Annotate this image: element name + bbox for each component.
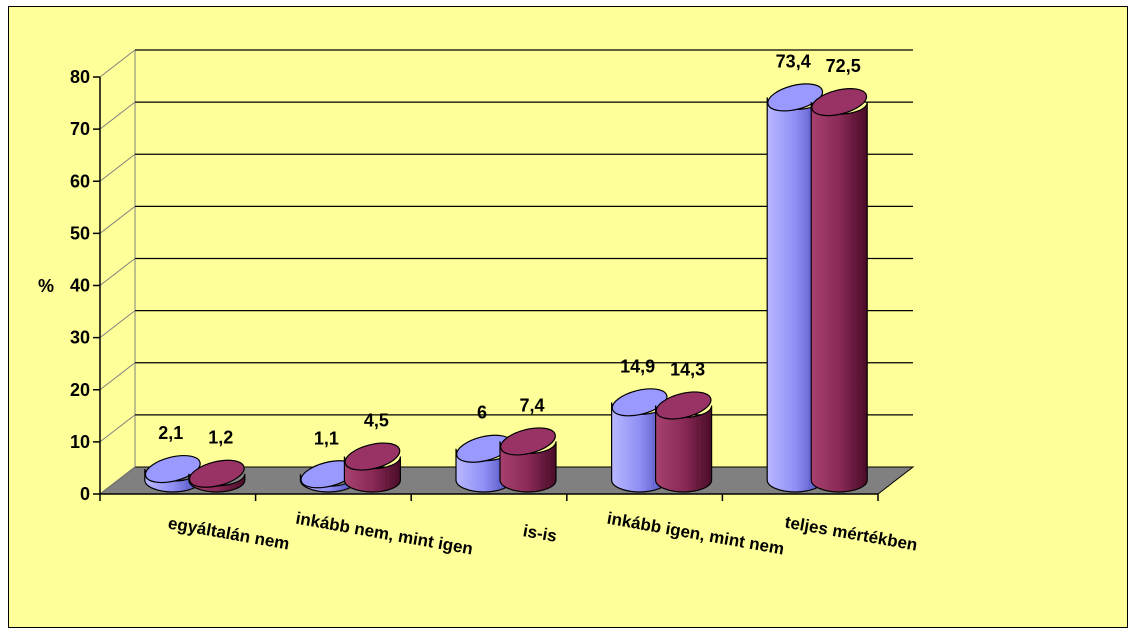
data-label: 14,3 — [670, 359, 705, 379]
bar-top — [144, 454, 201, 484]
data-label: 2,1 — [158, 423, 183, 443]
bar — [455, 434, 513, 493]
gridline-side — [99, 414, 136, 443]
bar-top — [811, 88, 868, 117]
side-wall-edge — [99, 466, 136, 495]
bar-top — [655, 391, 712, 420]
bar — [655, 391, 713, 493]
bar-top — [611, 388, 668, 417]
category-label: is-is — [522, 521, 559, 546]
y-tick-label: 30 — [70, 328, 90, 348]
y-tick-label: 40 — [70, 276, 90, 296]
gridline-side — [99, 101, 136, 130]
category-label: inkább igen, mint nem — [606, 509, 786, 559]
data-label: 7,4 — [519, 395, 544, 415]
gridline-side — [99, 49, 136, 78]
y-tick-label: 50 — [70, 223, 90, 243]
bar — [188, 459, 246, 493]
data-label: 73,4 — [776, 51, 811, 71]
gridline-side — [99, 153, 136, 182]
data-label: 4,5 — [364, 411, 389, 431]
y-tick-label: 20 — [70, 380, 90, 400]
gridline-side — [99, 258, 136, 286]
chart-area — [8, 6, 1128, 628]
y-tick-label: 70 — [70, 119, 90, 139]
gridline-side — [99, 362, 136, 391]
category-label: teljes mértékben — [783, 513, 918, 555]
category-label: egyáltalán nem — [167, 514, 291, 554]
bar-body — [810, 102, 868, 493]
bar — [810, 88, 868, 493]
gridline-side — [99, 310, 136, 339]
bar-top — [188, 459, 245, 488]
y-tick-label: 10 — [70, 432, 90, 452]
data-label: 14,9 — [620, 356, 655, 376]
data-label: 72,5 — [826, 56, 861, 76]
y-axis-label: % — [38, 276, 54, 296]
category-label: inkább nem, mint igen — [294, 509, 474, 559]
y-tick-label: 80 — [70, 67, 90, 87]
y-tick-label: 60 — [70, 171, 90, 191]
y-tick-label: 0 — [80, 484, 90, 504]
data-label: 6 — [477, 403, 487, 423]
gridline-side — [99, 205, 136, 234]
data-label: 1,1 — [314, 428, 339, 448]
bar — [499, 427, 557, 493]
data-label: 1,2 — [208, 428, 233, 448]
bar-top — [500, 427, 556, 456]
bar — [343, 442, 401, 493]
bar-top — [344, 442, 401, 471]
bar-top — [767, 83, 824, 112]
